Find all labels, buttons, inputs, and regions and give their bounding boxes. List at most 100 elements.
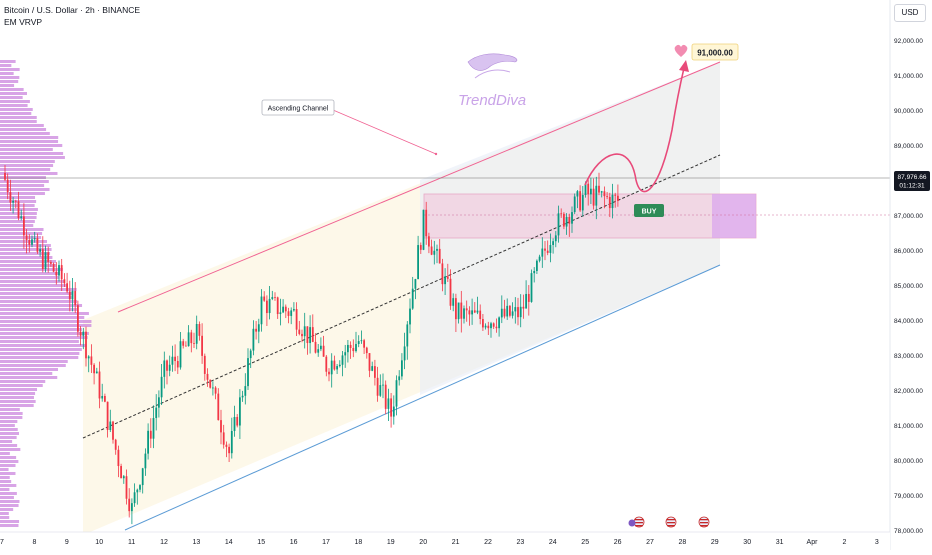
- price-tick-label: 81,000.00: [894, 423, 923, 430]
- event-dot-icon[interactable]: [628, 519, 636, 527]
- candle-body: [260, 296, 263, 325]
- channel-mid-line[interactable]: [82, 154, 721, 439]
- candle-body: [333, 360, 336, 370]
- volume-profile-bar: [0, 372, 53, 375]
- us-flag-icon[interactable]: [665, 516, 677, 528]
- volume-profile-bar: [0, 76, 20, 79]
- channel-upper-line[interactable]: [117, 61, 721, 313]
- candle-body: [41, 249, 44, 270]
- time-tick-label: 8: [32, 539, 36, 546]
- candle-body: [590, 188, 592, 195]
- candle-body: [598, 185, 600, 193]
- time-tick-label: 12: [160, 539, 168, 546]
- candle-body: [39, 249, 41, 252]
- price-tick-label: 78,000.00: [894, 528, 923, 535]
- candle-body: [174, 356, 176, 362]
- candle-body: [533, 270, 536, 274]
- symbol-title[interactable]: Bitcoin / U.S. Dollar · 2h · BINANCE: [4, 5, 141, 15]
- candle-body: [449, 278, 452, 306]
- volume-profile-bar: [0, 492, 17, 495]
- candle-body: [287, 311, 290, 316]
- us-flag-icon[interactable]: [698, 516, 710, 528]
- volume-profile-bar: [0, 432, 20, 435]
- candle-body: [349, 344, 352, 348]
- time-tick-label: 29: [711, 539, 719, 546]
- volume-profile-bar: [0, 380, 46, 383]
- candle-body: [595, 185, 598, 206]
- candle-body: [541, 248, 544, 257]
- candle-body: [244, 386, 247, 396]
- candle-body: [301, 333, 303, 337]
- candle-body: [536, 260, 538, 271]
- candle-body: [60, 265, 63, 280]
- candle-body: [276, 297, 279, 315]
- candle-body: [503, 308, 506, 317]
- time-tick-label: 18: [355, 539, 363, 546]
- candle-body: [571, 212, 573, 224]
- candle-body: [109, 421, 112, 430]
- candle-body: [101, 395, 104, 399]
- volume-profile-bar: [0, 336, 88, 339]
- candle-body: [482, 319, 484, 328]
- candle-body: [525, 293, 527, 309]
- channel-lower-line[interactable]: [124, 264, 721, 531]
- volume-profile-bar: [0, 464, 16, 467]
- candle-body: [406, 324, 409, 347]
- target-label-box[interactable]: [691, 43, 739, 61]
- price-axis-panel[interactable]: [890, 0, 932, 550]
- volume-profile-bar: [0, 428, 18, 431]
- candle-body: [422, 209, 425, 250]
- currency-button[interactable]: USD: [894, 4, 926, 22]
- candle-body: [230, 430, 233, 454]
- candle-body: [314, 341, 317, 353]
- candle-body: [608, 196, 611, 209]
- volume-profile-bar: [0, 144, 63, 147]
- candle-body: [438, 248, 441, 264]
- candle-body: [87, 356, 90, 359]
- candle-body: [222, 432, 225, 445]
- candle-body: [517, 307, 519, 318]
- candle-body: [139, 485, 141, 490]
- buy-zone: [423, 193, 757, 239]
- candle-body: [274, 297, 276, 298]
- buy-label-box[interactable]: [634, 204, 664, 217]
- indicator-label[interactable]: EM VRVP: [4, 17, 43, 27]
- volume-profile-bar: [0, 124, 44, 127]
- time-tick-label: 2: [842, 539, 846, 546]
- price-tick-label: 79,000.00: [894, 493, 923, 500]
- volume-profile-bar: [0, 524, 19, 527]
- us-flag-icon[interactable]: [633, 516, 645, 528]
- volume-profile-bar: [0, 224, 34, 227]
- time-tick-label: 31: [776, 539, 784, 546]
- candle-body: [117, 449, 120, 467]
- volume-profile-bar: [0, 272, 60, 275]
- candle-body: [144, 453, 147, 469]
- candle-body: [452, 298, 455, 306]
- time-tick-label: 3: [875, 539, 879, 546]
- price-tick-label: 91,000.00: [894, 73, 923, 80]
- volume-profile-bar: [0, 476, 10, 479]
- candle-body: [47, 252, 50, 263]
- price-tick-label: 86,000.00: [894, 248, 923, 255]
- candle-body: [190, 332, 193, 344]
- candle-body: [495, 326, 498, 329]
- candle-body: [328, 371, 330, 375]
- volume-profile-bar: [0, 516, 10, 519]
- candle-body: [487, 325, 490, 329]
- channel-label: Ascending Channel: [268, 106, 329, 113]
- time-axis-panel[interactable]: [0, 532, 890, 550]
- candle-body: [233, 416, 236, 431]
- candle-body: [554, 235, 557, 242]
- volume-profile-bar: [0, 488, 10, 491]
- candle-body: [552, 241, 554, 245]
- candle-body: [444, 276, 446, 285]
- candle-body: [212, 387, 214, 389]
- volume-profile-bar: [0, 288, 77, 291]
- current-price-badge[interactable]: [894, 171, 930, 191]
- buy-label: BUY: [642, 209, 657, 216]
- candle-body: [182, 341, 185, 346]
- volume-profile: [0, 60, 92, 527]
- candle-body: [82, 331, 85, 336]
- channel-label-box[interactable]: [261, 99, 335, 116]
